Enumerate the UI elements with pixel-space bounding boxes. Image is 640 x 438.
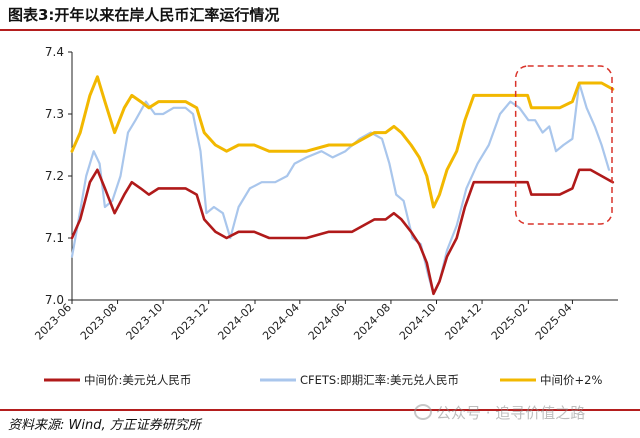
chart-title: 图表3:开年以来在岸人民币汇率运行情况 <box>8 6 280 24</box>
series-line-0 <box>70 168 615 296</box>
x-tick-label: 2023-06 <box>32 301 74 343</box>
legend-label-0: 中间价:美元兑人民币 <box>84 373 191 387</box>
x-tick-label: 2024-08 <box>351 301 393 343</box>
y-tick-label: 7.2 <box>45 169 64 183</box>
legend-label-2: 中间价+2% <box>540 373 602 387</box>
x-tick-label: 2025-02 <box>489 301 531 343</box>
y-tick-label: 7.3 <box>45 107 64 121</box>
legend-label-1: CFETS:即期汇率:美元兑人民币 <box>300 373 459 387</box>
top-rule <box>0 29 640 31</box>
x-tick-label: 2024-06 <box>306 301 348 343</box>
x-tick-label: 2023-10 <box>124 301 166 343</box>
x-tick-label: 2023-08 <box>78 301 120 343</box>
watermark: 公众号 · 追寻价值之路 <box>414 402 585 423</box>
bottom-rule <box>0 409 640 411</box>
x-tick-label: 2024-02 <box>215 301 257 343</box>
y-tick-label: 7.4 <box>45 45 64 59</box>
x-tick-label: 2024-04 <box>260 301 302 343</box>
y-tick-label: 7.0 <box>45 293 64 307</box>
x-tick-label: 2024-12 <box>442 301 484 343</box>
highlight-box <box>514 65 613 225</box>
wechat-icon <box>414 404 432 420</box>
source-note: 资料来源: Wind, 方正证券研究所 <box>8 418 201 433</box>
x-tick-label: 2024-10 <box>397 301 439 343</box>
watermark-text: 公众号 · 追寻价值之路 <box>436 404 586 422</box>
x-tick-label: 2023-12 <box>169 301 211 343</box>
series-line-2 <box>70 75 615 209</box>
line-chart: 7.0 7.1 7.2 7.3 7.4 2023-06 2023-08 2023-10 2023… <box>32 45 618 387</box>
x-tick-label: 2025-04 <box>533 301 575 343</box>
y-tick-label: 7.1 <box>45 231 64 245</box>
